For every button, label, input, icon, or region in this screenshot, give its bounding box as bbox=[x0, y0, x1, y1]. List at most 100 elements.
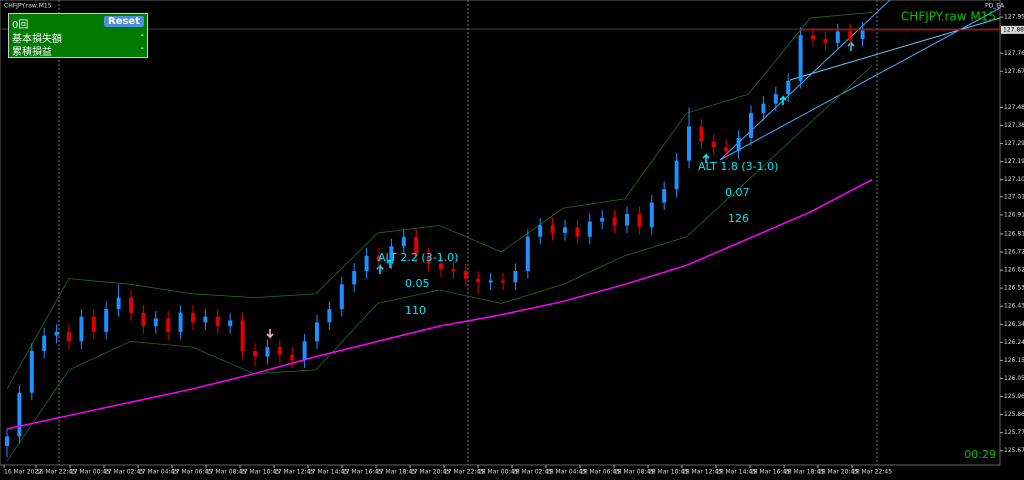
candle-body bbox=[116, 297, 121, 310]
candle-body bbox=[612, 217, 617, 226]
candle-body bbox=[798, 35, 803, 81]
candle-body bbox=[625, 213, 629, 226]
signal-annotation: 126 bbox=[728, 212, 749, 225]
y-tick-label: 127.765 bbox=[1004, 50, 1024, 57]
candle-body bbox=[153, 318, 158, 327]
x-tick-label: 18 Mar 12:45 bbox=[682, 469, 722, 476]
candle-body bbox=[5, 436, 9, 446]
signal-annotation: ALT 1.8 (3-1.0) bbox=[698, 160, 778, 173]
candle-body bbox=[811, 35, 815, 39]
candle-body bbox=[525, 236, 530, 272]
trend-line bbox=[719, 0, 891, 161]
candle-body bbox=[129, 297, 133, 313]
y-tick-label: 126.720 bbox=[1004, 248, 1024, 255]
bar-timer: 00:29 bbox=[964, 448, 996, 461]
trend-line bbox=[789, 17, 1001, 81]
candle-body bbox=[587, 221, 592, 237]
candle-body bbox=[228, 320, 233, 327]
candle-body bbox=[315, 322, 319, 342]
buy-arrow bbox=[779, 95, 787, 105]
candle-body bbox=[501, 280, 505, 283]
candle-body bbox=[711, 141, 716, 148]
y-tick-label: 127.385 bbox=[1004, 122, 1024, 129]
candle-body bbox=[253, 350, 257, 357]
row-value: - bbox=[140, 43, 144, 54]
candle-body bbox=[389, 246, 394, 262]
x-tick-label: 17 Mar 22:45 bbox=[444, 469, 484, 476]
x-tick-label: 18 Mar 02:45 bbox=[512, 469, 552, 476]
candle-body bbox=[439, 263, 443, 270]
candle-body bbox=[352, 271, 357, 285]
candle-body bbox=[203, 316, 208, 323]
candle-body bbox=[649, 202, 654, 228]
candle-body bbox=[463, 271, 468, 279]
candle-body bbox=[265, 347, 270, 357]
y-tick-label: 126.625 bbox=[1004, 267, 1024, 274]
sell-arrow bbox=[266, 329, 274, 339]
buy-arrow bbox=[376, 264, 384, 274]
y-tick-label: 125.675 bbox=[1004, 447, 1024, 454]
candle-body bbox=[786, 80, 791, 95]
candle-body bbox=[377, 255, 381, 262]
candle-body bbox=[166, 318, 171, 332]
candle-body bbox=[29, 350, 34, 393]
y-tick-label: 126.055 bbox=[1004, 375, 1024, 382]
candle-body bbox=[240, 320, 245, 351]
y-tick-label: 127.955 bbox=[1004, 14, 1024, 21]
x-tick-label: 18 Mar 22:45 bbox=[852, 469, 892, 476]
candle-body bbox=[848, 31, 853, 39]
candle-body bbox=[327, 309, 332, 323]
candle-body bbox=[414, 236, 419, 256]
candle-body bbox=[401, 236, 406, 247]
x-tick-label: 18 Mar 16:45 bbox=[750, 469, 790, 476]
candle-body bbox=[761, 103, 766, 114]
row-value: - bbox=[140, 30, 144, 41]
candle-body bbox=[79, 316, 84, 342]
candle-body bbox=[364, 255, 369, 272]
signal-annotation: 0.07 bbox=[725, 186, 750, 199]
candle-body bbox=[637, 213, 642, 228]
x-tick-label: 18 Mar 18:45 bbox=[784, 469, 824, 476]
row-label: 基本損失額 bbox=[12, 34, 62, 45]
signal-annotation: ALT 2.2 (3-1.0) bbox=[378, 251, 458, 264]
x-tick-label: 17 Mar 12:45 bbox=[274, 469, 314, 476]
signal-annotation: 110 bbox=[405, 304, 426, 317]
price-tag-label: 127.888 bbox=[1003, 26, 1024, 33]
symbol-label: CHFJPY.raw M15 bbox=[901, 10, 996, 24]
trade-count: 0回 bbox=[12, 20, 29, 31]
candle-body bbox=[141, 312, 146, 327]
band-lower bbox=[6, 65, 873, 462]
candle-body bbox=[860, 29, 865, 39]
y-tick-label: 127.195 bbox=[1004, 158, 1024, 165]
x-tick-label: 17 Mar 04:45 bbox=[138, 469, 178, 476]
y-tick-label: 127.290 bbox=[1004, 140, 1024, 147]
candle-body bbox=[563, 227, 567, 233]
candle-body bbox=[178, 312, 183, 332]
y-tick-label: 127.100 bbox=[1004, 176, 1024, 183]
candle-body bbox=[426, 255, 431, 264]
candle-body bbox=[600, 217, 605, 222]
candle-body bbox=[215, 316, 220, 327]
buy-arrow bbox=[847, 41, 855, 51]
candle-body bbox=[736, 137, 741, 152]
candle-body bbox=[277, 347, 282, 355]
signal-arrows bbox=[266, 41, 855, 339]
plot-frame bbox=[0, 0, 1001, 466]
candle-body bbox=[54, 331, 59, 336]
x-tick-label: 18 Mar 20:45 bbox=[818, 469, 858, 476]
y-tick-label: 126.150 bbox=[1004, 357, 1024, 364]
candle-body bbox=[488, 280, 493, 283]
candle-body bbox=[835, 31, 840, 43]
candle-body bbox=[724, 147, 729, 152]
x-tick-label: 17 Mar 00:45 bbox=[70, 469, 110, 476]
candle-body bbox=[823, 38, 828, 43]
indicator-name: PD_EA bbox=[985, 3, 1005, 10]
candle-body bbox=[662, 189, 667, 203]
x-tick-label: 18 Mar 08:45 bbox=[614, 469, 654, 476]
y-tick-label: 126.915 bbox=[1004, 211, 1024, 218]
x-tick-label: 17 Mar 20:45 bbox=[410, 469, 450, 476]
reset-button[interactable]: Reset bbox=[104, 16, 144, 27]
x-tick-label: 17 Mar 10:45 bbox=[240, 469, 280, 476]
x-tick-label: 16 Mar 2022 bbox=[4, 469, 42, 476]
